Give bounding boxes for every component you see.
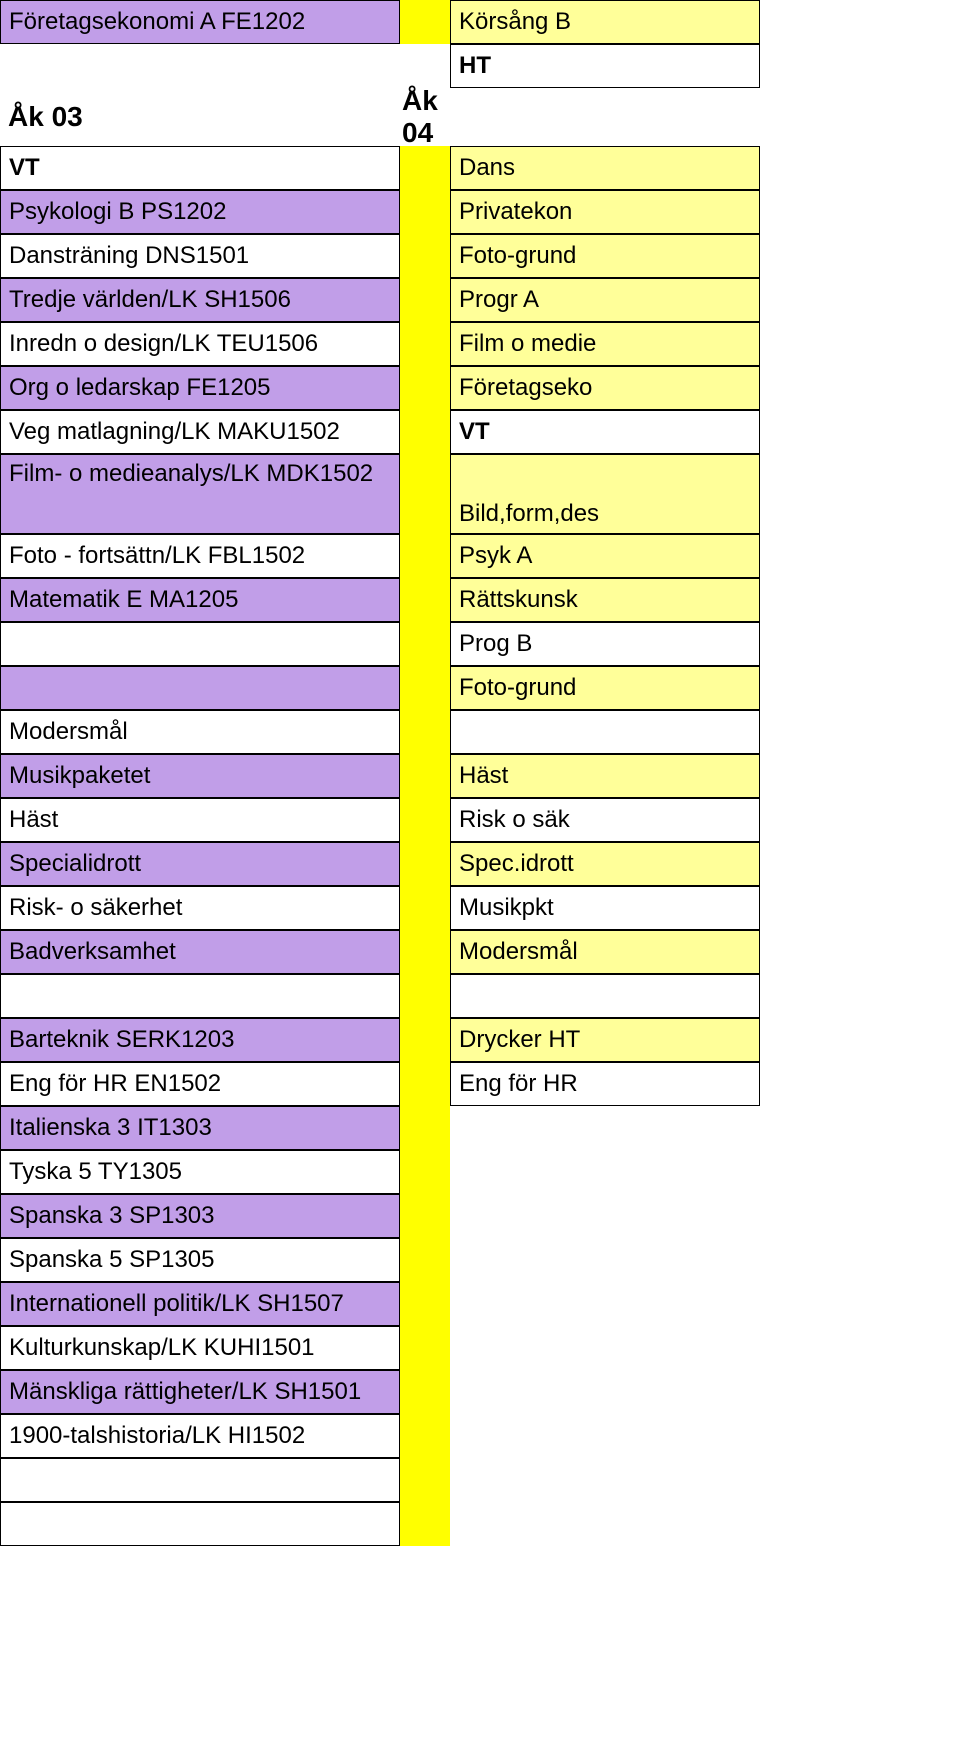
right-row: Modersmål [450,930,760,974]
right-row: Film o medie [450,322,760,366]
left-row: Tyska 5 TY1305 [0,1150,400,1194]
left-row: Kulturkunskap/LK KUHI1501 [0,1326,400,1370]
left-row: Matematik E MA1205 [0,578,400,622]
right-row: Psyk A [450,534,760,578]
right-row [450,710,760,754]
left-row: Film- o medieanalys/LK MDK1502 [0,454,400,534]
left-row: Barteknik SERK1203 [0,1018,400,1062]
right-row: Progr A [450,278,760,322]
right-row: Drycker HT [450,1018,760,1062]
year-header-right: Åk 04 [400,88,454,146]
year-header-left: Åk 03 [0,88,400,146]
right-row: Prog B [450,622,760,666]
right-row: Rättskunsk [450,578,760,622]
left-header-course: Företagsekonomi A FE1202 [0,0,400,44]
left-row: Tredje världen/LK SH1506 [0,278,400,322]
right-row: Körsång B [450,0,760,44]
left-row: Risk- o säkerhet [0,886,400,930]
left-row: Badverksamhet [0,930,400,974]
left-column: Företagsekonomi A FE1202 Åk 03 VT Psykol… [0,0,400,1546]
left-row: Häst [0,798,400,842]
left-row: Specialidrott [0,842,400,886]
left-row [0,666,400,710]
left-row: Spanska 5 SP1305 [0,1238,400,1282]
left-row: Italienska 3 IT1303 [0,1106,400,1150]
left-row: Dansträning DNS1501 [0,234,400,278]
left-row: 1900-talshistoria/LK HI1502 [0,1414,400,1458]
left-row: Veg matlagning/LK MAKU1502 [0,410,400,454]
left-row: Psykologi B PS1202 [0,190,400,234]
left-row [0,1458,400,1502]
right-row: Spec.idrott [450,842,760,886]
left-row: Mänskliga rättigheter/LK SH1501 [0,1370,400,1414]
right-row: Risk o säk [450,798,760,842]
spacer-fill [400,146,450,1546]
right-column: Körsång B HT Dans Privatekon Foto-grund … [450,0,760,1546]
left-row: Musikpaketet [0,754,400,798]
left-row: Inredn o design/LK TEU1506 [0,322,400,366]
spacer-column: Åk 04 [400,0,450,1546]
left-blank-row [0,44,400,88]
right-row: Häst [450,754,760,798]
right-row: Eng för HR [450,1062,760,1106]
schedule-table: Företagsekonomi A FE1202 Åk 03 VT Psykol… [0,0,960,1546]
right-row [450,974,760,1018]
right-row: Foto-grund [450,666,760,710]
spacer-cell [400,44,450,88]
left-row: VT [0,146,400,190]
right-row: Bild,form,des [450,454,760,534]
left-row: Internationell politik/LK SH1507 [0,1282,400,1326]
left-row: Spanska 3 SP1303 [0,1194,400,1238]
right-row: Dans [450,146,760,190]
left-row: Org o ledarskap FE1205 [0,366,400,410]
left-row: Foto - fortsättn/LK FBL1502 [0,534,400,578]
left-row [0,1502,400,1546]
right-row: HT [450,44,760,88]
right-row: Musikpkt [450,886,760,930]
left-row [0,974,400,1018]
spacer-cell [400,0,450,44]
right-header-blank [450,88,760,146]
left-row: Eng för HR EN1502 [0,1062,400,1106]
right-row: VT [450,410,760,454]
right-row: Privatekon [450,190,760,234]
right-row: Foto-grund [450,234,760,278]
right-row: Företagseko [450,366,760,410]
left-row: Modersmål [0,710,400,754]
left-row [0,622,400,666]
